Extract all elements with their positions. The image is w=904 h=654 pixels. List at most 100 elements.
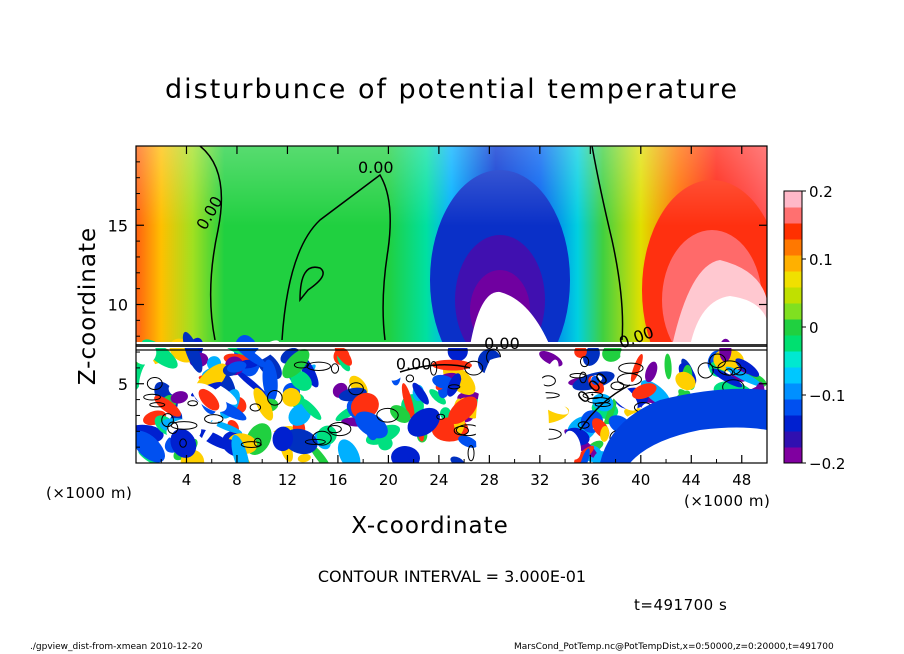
turbulence-blob [574, 345, 587, 358]
turbulence-contour [149, 402, 166, 408]
turbulence-blob [579, 448, 590, 463]
turbulence-contour [697, 362, 714, 379]
turbulence-contour [582, 391, 604, 400]
contour-interval-note: CONTOUR INTERVAL = 3.000E-01 [317, 567, 587, 586]
turbulence-blob [355, 411, 388, 439]
turbulence-blob [563, 430, 581, 460]
turbulence-blob [198, 388, 220, 411]
turbulence-blob [602, 343, 623, 362]
turbulence-blob [632, 383, 657, 400]
turbulence-contour [610, 381, 625, 391]
x-axis: 4 8 12 16 20 24 28 32 36 40 44 48 [160, 146, 751, 489]
turbulence-contour [579, 356, 590, 368]
y-axis: 5 10 15 [108, 161, 767, 448]
colorbar-tick-label: −0.1 [809, 387, 845, 405]
turbulence-blob [450, 456, 465, 463]
turbulence-blob [401, 383, 415, 421]
x-tick-label: 12 [278, 471, 297, 489]
turbulence-blob [735, 358, 760, 377]
x-tick-label: 36 [581, 471, 600, 489]
colorbar-tick-label: 0.1 [809, 251, 833, 269]
turbulence-contour [376, 407, 399, 423]
turbulence-contour [430, 361, 438, 376]
turbulence-contour [464, 360, 484, 376]
turbulence-contour [405, 374, 415, 383]
turbulence-blob [227, 361, 247, 373]
turbulence-blob [391, 446, 420, 463]
colorbar-segment [784, 223, 802, 240]
turbulence-contour [170, 421, 198, 430]
turbulence-contour [348, 382, 364, 396]
turbulence-blob [288, 404, 311, 426]
x-tick-label: 40 [631, 471, 650, 489]
colorbar-segment [784, 255, 802, 272]
turbulence-contour [327, 425, 342, 434]
x-tick-label: 20 [379, 471, 398, 489]
turbulence-contour [330, 363, 340, 374]
turbulence-blob [664, 353, 672, 380]
x-tick-label: 16 [328, 471, 347, 489]
turbulence-blob [675, 371, 696, 391]
calm-region-right [630, 427, 767, 463]
turbulent-layer [136, 331, 767, 463]
heatmap-field [136, 146, 767, 463]
turbulence-blob [602, 395, 618, 434]
colorbar-segment [784, 351, 802, 368]
footer-script-info: ./gpview_dist-from-xmean 2010-12-20 [30, 642, 203, 652]
turbulence-contour [724, 368, 734, 376]
y-tick-label: 5 [118, 375, 128, 394]
turbulence-blob [350, 392, 379, 420]
footer-data-source: MarsCond_PotTemp.nc@PotTempDist,x=0:5000… [514, 642, 834, 652]
turbulence-contour [143, 393, 161, 401]
contour-label: 0.00 [358, 158, 394, 177]
x-tick-label: 24 [429, 471, 448, 489]
time-stamp: t=491700 s [634, 596, 728, 614]
turbulence-contour [733, 366, 747, 376]
colorbar-segment [784, 287, 802, 304]
colorbar-tick-label: 0 [809, 319, 819, 337]
x-tick-label: 48 [732, 471, 751, 489]
turbulence-blob [136, 430, 165, 463]
turbulence-contour [453, 425, 469, 436]
turbulence-blob [407, 407, 440, 437]
turbulence-blob [170, 391, 188, 404]
turbulence-contour [587, 396, 610, 404]
turbulence-blob [600, 426, 610, 442]
x-tick-label: 28 [480, 471, 499, 489]
y-axis-label: Z-coordinate [75, 226, 101, 386]
turbulence-blob [210, 420, 243, 434]
colorbar-tick-label: 0.2 [809, 183, 833, 201]
turbulence-blob [448, 396, 478, 424]
turbulence-blob [412, 382, 429, 405]
x-unit-label-right: (×1000 m) [684, 492, 771, 510]
turbulence-blob [725, 366, 763, 387]
turbulence-blob [429, 389, 446, 405]
turbulence-blob [290, 370, 312, 391]
turbulence-blob [262, 359, 278, 402]
turbulence-contour [249, 403, 262, 412]
turbulence-contour [467, 445, 475, 462]
turbulence-blob [591, 375, 600, 385]
colorbar-segment [784, 367, 802, 384]
contour-label: 0.00 [396, 354, 432, 373]
turbulence-contour [146, 376, 163, 391]
colorbar: 0.2 0.1 0 −0.1 −0.2 [783, 183, 845, 473]
turbulence-blob [440, 407, 451, 420]
turbulence-blob [136, 356, 150, 395]
calm-region [475, 356, 549, 463]
x-tick-label: 4 [182, 471, 192, 489]
x-tick-label: 44 [682, 471, 701, 489]
colorbar-segment [784, 383, 802, 400]
colorbar-segment [784, 191, 802, 208]
turbulence-blob [282, 349, 310, 379]
turbulence-blob [378, 437, 393, 451]
turbulence-blob [231, 434, 250, 463]
turbulence-contour [594, 401, 611, 408]
colorbar-segment [784, 447, 802, 464]
turbulence-contour [204, 414, 224, 424]
colorbar-segment [784, 335, 802, 352]
turbulence-contour [306, 361, 332, 372]
turbulence-contour [579, 371, 587, 384]
turbulence-contour [327, 422, 352, 437]
